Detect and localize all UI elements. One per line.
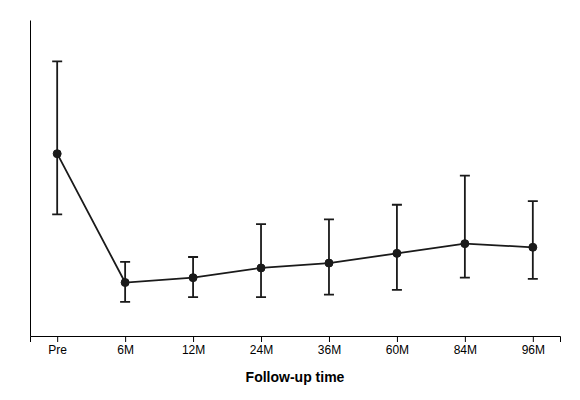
error-bar xyxy=(324,219,334,294)
error-bar xyxy=(460,176,470,278)
chart: Pre 6M 12M 24M 36M 60M 84M 96M Follow-up time xyxy=(0,0,580,400)
point xyxy=(257,264,265,272)
x-tick-mark xyxy=(261,336,262,342)
x-axis-title: Follow-up time xyxy=(246,369,345,385)
x-tick-mark xyxy=(193,336,194,342)
point xyxy=(325,259,333,267)
error-bar xyxy=(392,205,402,290)
x-tick: 24M xyxy=(250,336,273,357)
point xyxy=(189,274,197,282)
error-bar xyxy=(188,257,198,297)
x-tick-label: 84M xyxy=(454,343,477,357)
point xyxy=(529,243,537,251)
x-tick-label: 36M xyxy=(318,343,341,357)
point xyxy=(393,249,401,257)
x-tick-mark xyxy=(533,336,534,342)
x-tick-mark xyxy=(329,336,330,342)
x-axis: Pre 6M 12M 24M 36M 60M 84M 96M xyxy=(31,336,561,357)
x-tick-mark xyxy=(57,336,58,342)
x-tick-mark xyxy=(397,336,398,342)
line xyxy=(57,154,533,283)
error-bar xyxy=(528,201,538,279)
x-tick-label: 12M xyxy=(182,343,205,357)
y-axis xyxy=(30,21,31,337)
x-tick: 12M xyxy=(182,336,205,357)
marks xyxy=(52,61,538,302)
x-tick-label: 24M xyxy=(250,343,273,357)
x-tick-mark xyxy=(465,336,466,342)
x-tick: 36M xyxy=(318,336,341,357)
x-tick: Pre xyxy=(48,336,67,357)
point xyxy=(53,150,61,158)
point xyxy=(121,279,129,287)
point xyxy=(461,240,469,248)
x-tick-mark xyxy=(125,336,126,342)
error-bar xyxy=(52,61,62,214)
x-tick-label: 60M xyxy=(386,343,409,357)
x-tick: 6M xyxy=(117,336,134,357)
x-axis-line xyxy=(31,337,561,343)
error-bar xyxy=(256,224,266,297)
x-tick-label: 6M xyxy=(117,343,134,357)
error-bar xyxy=(120,262,130,302)
x-tick-label: Pre xyxy=(48,343,67,357)
x-tick: 96M xyxy=(522,336,545,357)
x-tick: 60M xyxy=(386,336,409,357)
y-axis-line xyxy=(30,21,31,337)
x-tick: 84M xyxy=(454,336,477,357)
plot: Pre 6M 12M 24M 36M 60M 84M 96M Follow-up time xyxy=(31,21,561,386)
x-tick-label: 96M xyxy=(522,343,545,357)
